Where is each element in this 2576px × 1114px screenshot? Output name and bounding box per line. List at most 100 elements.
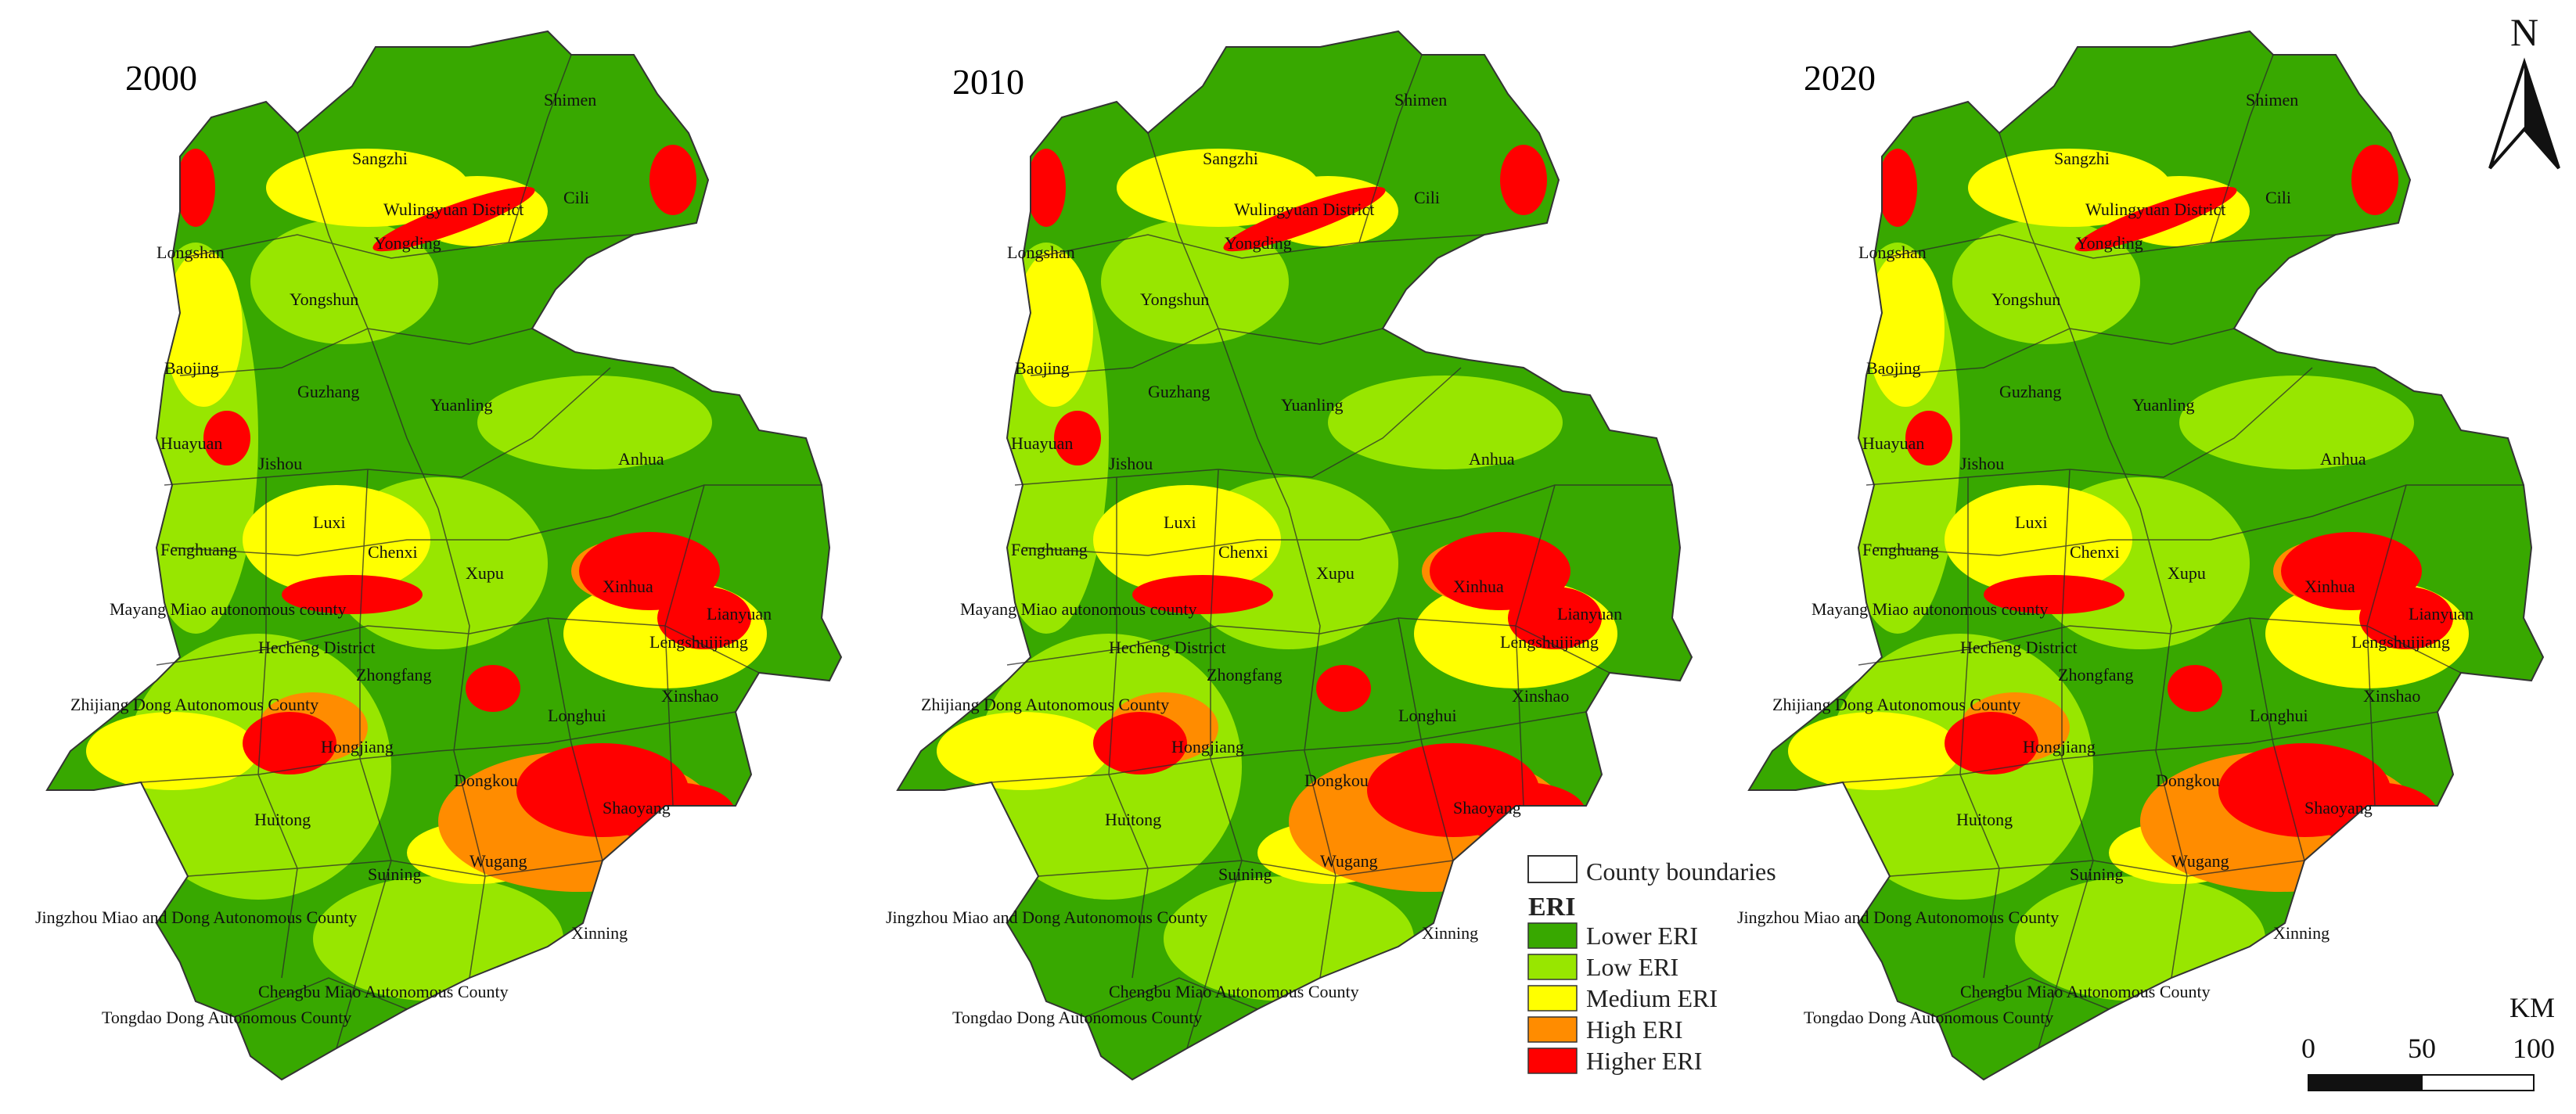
county-label: Luxi <box>2015 512 2048 532</box>
county-label: Chenxi <box>2070 542 2120 562</box>
county-label: Shimen <box>2246 90 2298 110</box>
legend-label: Higher ERI <box>1586 1047 1702 1075</box>
county-label: Mayang Miao autonomous county <box>960 599 1196 619</box>
county-label: Xinning <box>1422 923 1478 943</box>
map-panel-2000: 2000 Shimen Sangzhi Cili Wulingyuan Distric… <box>0 0 861 1095</box>
county-label: Shimen <box>544 90 596 110</box>
legend-label: Low ERI <box>1586 953 1678 981</box>
county-label: Dongkou <box>2156 771 2220 790</box>
county-label: Anhua <box>1469 449 1515 469</box>
county-label: Chenxi <box>368 542 418 562</box>
county-labels: Shimen Sangzhi Cili Wulingyuan District Yong… <box>886 90 1622 1027</box>
county-label: Sangzhi <box>1203 149 1258 168</box>
county-label: Chengbu Miao Autonomous County <box>258 982 509 1001</box>
county-label: Jingzhou Miao and Dong Autonomous County <box>1737 907 2059 927</box>
county-label: Xinning <box>571 923 628 943</box>
map-panel-2020: 2020 Shimen Sangzhi Cili Wulingyuan Distric… <box>1702 0 2563 1095</box>
county-label: Jingzhou Miao and Dong Autonomous County <box>35 907 357 927</box>
county-label: Anhua <box>618 449 664 469</box>
county-label: Lianyuan <box>1557 604 1622 623</box>
county-label: Tongdao Dong Autonomous County <box>952 1008 1202 1027</box>
county-label: Tongdao Dong Autonomous County <box>102 1008 351 1027</box>
county-label: Xupu <box>1316 563 1355 583</box>
county-label: Huitong <box>1956 810 2013 829</box>
scale-tick-100: 100 <box>2513 1033 2555 1064</box>
county-label: Xinshao <box>1512 686 1569 706</box>
county-label: Yongshun <box>1991 289 2060 309</box>
county-label: Baojing <box>1015 358 1070 378</box>
county-label: Shaoyang <box>2304 798 2373 818</box>
county-label: Cili <box>2265 188 2291 207</box>
county-label: Wulingyuan District <box>1234 199 1374 219</box>
county-label: Suining <box>368 864 421 884</box>
legend-boundary-label: County boundaries <box>1586 857 1776 886</box>
county-label: Wulingyuan District <box>2085 199 2225 219</box>
county-label: Hongjiang <box>1171 737 1244 756</box>
county-label: Hecheng District <box>1109 638 1226 657</box>
north-arrow: N <box>2488 10 2560 170</box>
county-label: Jingzhou Miao and Dong Autonomous County <box>886 907 1207 927</box>
county-label: Baojing <box>164 358 219 378</box>
county-label: Yongding <box>1225 233 1292 253</box>
scale-bar-white <box>2421 1074 2535 1091</box>
county-label: Lianyuan <box>707 604 772 623</box>
county-label: Sangzhi <box>352 149 408 168</box>
county-label: Huayuan <box>160 433 222 453</box>
legend-swatch <box>1527 954 1578 980</box>
county-labels: Shimen Sangzhi Cili Wulingyuan District Yong… <box>35 90 772 1027</box>
legend-label: High ERI <box>1586 1015 1683 1044</box>
county-label: Luxi <box>1164 512 1196 532</box>
legend-swatch <box>1527 1048 1578 1074</box>
county-label: Lengshuijiang <box>649 632 748 652</box>
county-label: Yongshun <box>290 289 358 309</box>
county-label: Xinshao <box>2363 686 2420 706</box>
county-label: Longhui <box>2250 706 2308 725</box>
county-label: Jishou <box>258 454 302 473</box>
county-label: Yuanling <box>1281 395 1343 415</box>
legend-swatch <box>1527 985 1578 1012</box>
scale-bar: KM 0 50 100 <box>2301 992 2555 1091</box>
scale-unit-label: KM <box>2509 992 2555 1023</box>
county-label: Jishou <box>1960 454 2004 473</box>
county-label: Zhijiang Dong Autonomous County <box>70 695 318 714</box>
county-label: Anhua <box>2320 449 2366 469</box>
county-label: Mayang Miao autonomous county <box>1811 599 2048 619</box>
legend-title: ERI <box>1528 893 1575 922</box>
county-label: Wulingyuan District <box>383 199 523 219</box>
county-label: Hongjiang <box>321 737 394 756</box>
county-label: Longshan <box>157 243 225 262</box>
county-label: Wugang <box>2171 851 2229 871</box>
county-label: Zhongfang <box>356 665 432 685</box>
region-map <box>0 0 861 1095</box>
county-label: Lianyuan <box>2409 604 2473 623</box>
region-map <box>851 0 1711 1095</box>
legend-classes: Lower ERI Low ERI Medium ERI High ERI Higher… <box>1527 922 1718 1075</box>
county-label: Cili <box>1414 188 1440 207</box>
scale-tick-50: 50 <box>2408 1033 2436 1064</box>
county-label: Longshan <box>1007 243 1075 262</box>
county-label: Dongkou <box>454 771 518 790</box>
county-label: Shaoyang <box>603 798 671 818</box>
county-label: Shimen <box>1394 90 1447 110</box>
county-label: Huitong <box>254 810 311 829</box>
county-label: Xupu <box>2168 563 2206 583</box>
county-label: Chenxi <box>1218 542 1268 562</box>
region-map <box>1702 0 2563 1095</box>
county-label: Chengbu Miao Autonomous County <box>1109 982 1359 1001</box>
county-label: Zhongfang <box>1207 665 1283 685</box>
county-label: Jishou <box>1109 454 1153 473</box>
legend-swatch <box>1527 922 1578 949</box>
county-label: Guzhang <box>1999 382 2061 401</box>
county-labels: Shimen Sangzhi Cili Wulingyuan District Yong… <box>1737 90 2473 1027</box>
county-label: Huitong <box>1105 810 1161 829</box>
county-label: Guzhang <box>1148 382 1210 401</box>
county-label: Huayuan <box>1862 433 1924 453</box>
county-label: Zhijiang Dong Autonomous County <box>921 695 1169 714</box>
county-label: Hecheng District <box>1960 638 2078 657</box>
county-label: Fenghuang <box>160 540 237 559</box>
scale-tick-0: 0 <box>2301 1033 2315 1064</box>
county-label: Chengbu Miao Autonomous County <box>1960 982 2211 1001</box>
county-label: Suining <box>2070 864 2123 884</box>
map-panel-2010: 2010 Shimen Sangzhi Cili Wulingyuan Distric… <box>851 0 1711 1095</box>
